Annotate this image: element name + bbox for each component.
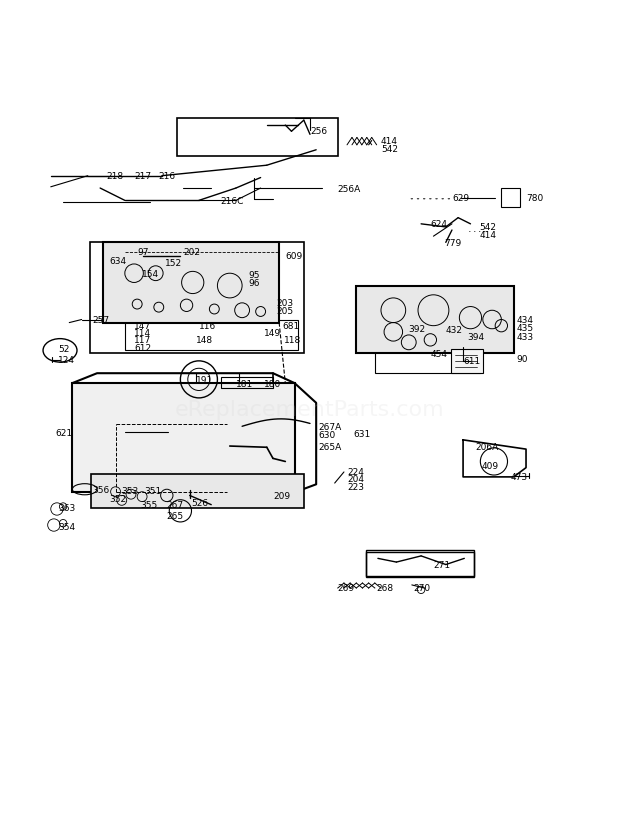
Text: 148: 148: [196, 336, 213, 345]
Text: 124: 124: [58, 355, 75, 364]
Bar: [502, 189, 520, 207]
Text: 434: 434: [516, 315, 534, 324]
Text: 473: 473: [511, 473, 528, 482]
Bar: [104, 243, 279, 324]
Text: 526: 526: [192, 499, 208, 508]
Text: 394: 394: [467, 333, 484, 342]
Bar: [356, 286, 514, 354]
Text: 117: 117: [134, 336, 151, 345]
Text: 152: 152: [165, 258, 182, 267]
Text: 180: 180: [264, 379, 281, 388]
Text: 206A: 206A: [476, 442, 498, 451]
Text: 356: 356: [93, 485, 110, 494]
Text: 454: 454: [430, 350, 448, 359]
Text: 351: 351: [144, 486, 162, 495]
Text: 542: 542: [381, 145, 398, 154]
Text: eReplacementParts.com: eReplacementParts.com: [175, 400, 445, 419]
Bar: [366, 553, 474, 576]
Text: 203: 203: [276, 299, 293, 308]
Text: 271: 271: [433, 560, 451, 569]
Text: 542: 542: [480, 223, 497, 232]
Text: 90: 90: [516, 355, 528, 364]
Text: 269: 269: [338, 584, 355, 593]
Text: 779: 779: [445, 238, 462, 247]
Text: 181: 181: [236, 379, 253, 388]
Text: 433: 433: [516, 333, 534, 342]
Text: 191: 191: [196, 375, 213, 384]
Bar: [73, 383, 294, 493]
Text: 154: 154: [142, 269, 159, 278]
Text: 97: 97: [137, 248, 149, 257]
Text: 355: 355: [140, 500, 157, 509]
Text: 353: 353: [122, 486, 139, 495]
Text: 432: 432: [446, 326, 463, 335]
Text: 681: 681: [282, 321, 299, 330]
Bar: [375, 348, 480, 373]
Bar: [177, 119, 338, 156]
Text: 267A: 267A: [318, 423, 341, 432]
Bar: [90, 243, 304, 354]
Text: 612: 612: [134, 343, 151, 352]
Text: 780: 780: [526, 194, 543, 203]
Text: 223: 223: [347, 482, 364, 491]
Text: 218: 218: [106, 172, 123, 181]
Text: 265A: 265A: [318, 442, 341, 451]
Text: 256: 256: [310, 126, 327, 135]
Text: 268: 268: [377, 584, 394, 593]
Text: 224: 224: [347, 468, 364, 477]
Bar: [91, 474, 304, 508]
Bar: [451, 349, 483, 373]
Text: 96: 96: [248, 278, 260, 287]
Text: 629: 629: [452, 194, 469, 203]
Text: 267: 267: [167, 500, 184, 509]
Text: 392: 392: [409, 325, 426, 334]
Text: 270: 270: [414, 584, 431, 593]
Text: 95: 95: [248, 270, 260, 279]
Text: 118: 118: [284, 336, 301, 345]
Text: 149: 149: [264, 328, 281, 337]
Text: 257: 257: [93, 315, 110, 324]
Text: 114: 114: [134, 328, 151, 337]
Text: 621: 621: [56, 428, 73, 437]
Text: 354: 354: [58, 523, 75, 532]
Text: 631: 631: [353, 430, 371, 439]
Text: 414: 414: [480, 231, 497, 240]
Text: 630: 630: [318, 431, 335, 440]
Text: 624: 624: [430, 220, 448, 229]
Text: 52: 52: [58, 345, 69, 354]
Text: 352: 352: [109, 495, 126, 504]
Text: 217: 217: [134, 172, 151, 181]
Bar: [366, 550, 474, 577]
Text: 204: 204: [347, 474, 364, 483]
Text: 216C: 216C: [221, 197, 244, 206]
Text: 147: 147: [134, 321, 151, 330]
Bar: [125, 320, 298, 351]
Text: 202: 202: [184, 248, 200, 257]
Text: 609: 609: [285, 252, 303, 261]
Text: 414: 414: [381, 137, 398, 146]
Text: 209: 209: [273, 491, 290, 500]
Text: 256A: 256A: [338, 184, 361, 193]
Text: 363: 363: [58, 504, 76, 513]
Text: 265: 265: [167, 511, 184, 520]
Text: 205: 205: [276, 306, 293, 315]
Bar: [221, 378, 273, 388]
Text: 409: 409: [482, 462, 498, 471]
Text: 216: 216: [159, 172, 176, 181]
Text: 634: 634: [109, 257, 126, 266]
Text: 611: 611: [463, 357, 480, 366]
Text: 116: 116: [199, 321, 216, 330]
Text: 435: 435: [516, 324, 534, 333]
